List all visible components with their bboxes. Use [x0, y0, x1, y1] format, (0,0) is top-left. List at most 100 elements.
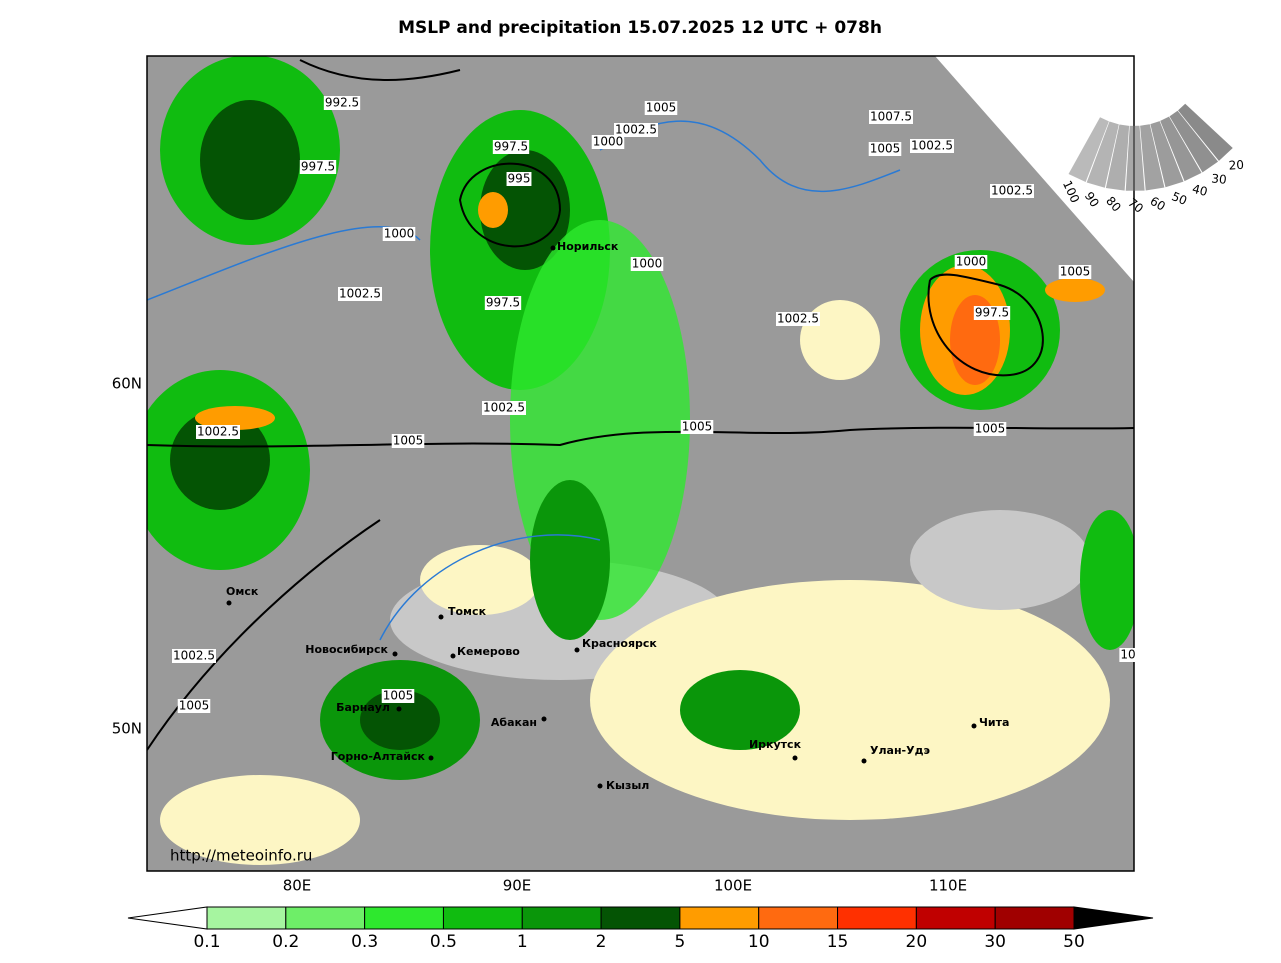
- isobar-label: 1002.5: [615, 123, 657, 137]
- colorbar-right-arrow: [1073, 906, 1154, 930]
- city-dot: [550, 245, 556, 251]
- city-label: Чита: [979, 716, 1009, 729]
- isobar-label-bg: [172, 649, 216, 663]
- colorbar-tick-label: 30: [984, 932, 1006, 952]
- colorbar-tick-label: 15: [827, 932, 849, 952]
- city-label: Улан-Удэ: [870, 744, 930, 757]
- isobar-label-bg: [910, 139, 954, 153]
- isobar-label: 1005: [179, 699, 210, 713]
- isobar-label-bg: [1058, 265, 1092, 279]
- lat-label: 50N: [112, 720, 142, 738]
- colorbar-left-arrow: [127, 906, 208, 930]
- isobar-label: 1002.5: [339, 287, 381, 301]
- isobar-label-bg: [776, 312, 820, 326]
- cloud-wedge: [1086, 121, 1119, 188]
- isobar-label: 1000: [593, 135, 624, 149]
- isobar-label: 1005: [383, 689, 414, 703]
- colorbar-tick-label: 0.1: [193, 932, 220, 952]
- isobar-label-bg: [482, 401, 526, 415]
- isobar-label-bg: [973, 422, 1007, 436]
- city-dot: [861, 758, 867, 764]
- city-label: Кызыл: [606, 779, 649, 792]
- isobar-label-bg: [630, 257, 664, 271]
- colorbar-tick-label: 2: [596, 932, 607, 952]
- colorbar-bin: [837, 906, 917, 930]
- city-label: Абакан: [491, 716, 537, 729]
- isobar-label: 1005: [393, 434, 424, 448]
- isobar-label-bg: [484, 296, 522, 310]
- colorbar-tick-label: 1: [517, 932, 528, 952]
- colorbar-bin: [442, 906, 523, 930]
- cloud-wedge: [1068, 117, 1109, 183]
- isobar-label: 997.5: [494, 140, 528, 154]
- cloud-wedge: [1125, 125, 1145, 191]
- city-dot: [792, 755, 798, 761]
- isobar-label: 1000: [384, 227, 415, 241]
- city-label: Барнаул: [336, 701, 390, 714]
- city-label: Иркутск: [749, 738, 802, 751]
- isobar-label-bg: [391, 434, 425, 448]
- city-label: Норильск: [557, 240, 619, 253]
- city-label: Омск: [226, 585, 259, 598]
- colorbar-tick-label: 5: [674, 932, 685, 952]
- colorbar-tick-label: 0.5: [430, 932, 457, 952]
- isobar-label-bg: [614, 123, 658, 137]
- lon-label: 110E: [929, 877, 967, 895]
- source-url: http://meteoinfo.ru: [170, 847, 312, 865]
- isobar-label-bg: [338, 287, 382, 301]
- isobar-label-bg: [869, 110, 913, 124]
- cloud-wedge: [1169, 110, 1219, 173]
- isobar-label-bg: [1119, 648, 1137, 662]
- city-dot: [541, 716, 547, 722]
- city-dot: [438, 614, 444, 620]
- isobar-label-bg: [299, 160, 337, 174]
- city-dot: [971, 723, 977, 729]
- colorbar-bin: [915, 906, 996, 930]
- cloud-wedge: [1178, 103, 1233, 161]
- city-label: Томск: [448, 605, 487, 618]
- isobar-label-bg: [492, 140, 530, 154]
- city-dot: [597, 783, 603, 789]
- isobar-label: 1002.5: [197, 425, 239, 439]
- cloud-label: 30: [1211, 171, 1228, 186]
- isobar-label-bg: [506, 172, 532, 186]
- title: MSLP and precipitation 15.07.2025 12 UTC…: [398, 18, 882, 38]
- city-label: Красноярск: [582, 637, 657, 650]
- isobar-label-bg: [954, 255, 988, 269]
- isobar-label: 1000: [956, 255, 987, 269]
- isobar-label-bg: [177, 699, 211, 713]
- colorbar-bin: [206, 906, 287, 930]
- cloud-wedge: [1150, 121, 1184, 188]
- city-label: Горно-Алтайск: [331, 750, 426, 763]
- isobar-label: 1005: [975, 422, 1006, 436]
- colorbar-bin: [364, 906, 444, 930]
- city-label: Новосибирск: [305, 643, 388, 656]
- city-dot: [428, 755, 434, 761]
- city-dot: [574, 647, 580, 653]
- colorbar-tick-label: 50: [1063, 932, 1085, 952]
- isobar-label: 1005: [646, 101, 677, 115]
- isobar-label: 995: [508, 172, 531, 186]
- isobar-label-bg: [973, 306, 1011, 320]
- cloud-label: 20: [1228, 158, 1244, 173]
- isobar-label-bg: [868, 142, 902, 156]
- isobar-label-bg: [990, 184, 1034, 198]
- city-label: Кемерово: [457, 645, 520, 658]
- lon-label: 80E: [283, 877, 312, 895]
- isobar-label-bg: [644, 101, 678, 115]
- isobar-label: 10: [1120, 648, 1135, 662]
- isobar-label: 1002.5: [777, 312, 819, 326]
- isobar-label: 1005: [870, 142, 901, 156]
- colorbar-tick-label: 0.3: [351, 932, 378, 952]
- isobar-label: 1002.5: [991, 184, 1033, 198]
- city-dot: [226, 600, 232, 606]
- colorbar-tick-label: 20: [906, 932, 928, 952]
- isobar-label: 1002.5: [173, 649, 215, 663]
- isobar-label-bg: [382, 227, 416, 241]
- cloud-wedge: [1105, 124, 1130, 191]
- isobar-label-bg: [591, 135, 625, 149]
- isobar-label-bg: [381, 689, 415, 703]
- isobar-label: 1002.5: [911, 139, 953, 153]
- isobar-label: 1005: [682, 420, 713, 434]
